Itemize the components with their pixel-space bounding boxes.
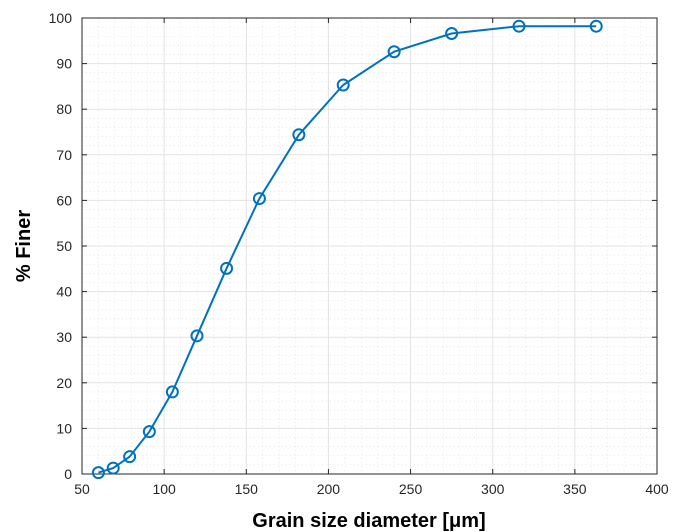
y-tick-label: 70: [56, 147, 72, 163]
x-tick-label: 300: [481, 481, 505, 497]
x-tick-label: 100: [152, 481, 176, 497]
data-point: [106, 461, 120, 475]
data-point: [387, 45, 401, 59]
data-point: [512, 19, 526, 33]
x-tick-label: 200: [317, 481, 341, 497]
axis-ticks: [81, 17, 658, 475]
x-tick-label: 50: [74, 481, 90, 497]
data-point: [292, 128, 306, 142]
series-markers: [91, 19, 603, 480]
data-point: [142, 425, 156, 439]
y-tick-label: 30: [56, 329, 72, 345]
x-axis-title: Grain size diameter [μm]: [252, 510, 485, 532]
y-tick-label: 100: [49, 10, 73, 26]
data-point: [220, 261, 234, 275]
data-point: [445, 27, 459, 41]
y-tick-label: 60: [56, 192, 72, 208]
x-tick-label: 250: [399, 481, 423, 497]
y-tick-label: 90: [56, 56, 72, 72]
data-point: [123, 450, 137, 464]
data-point: [252, 192, 266, 206]
y-tick-label: 50: [56, 238, 72, 254]
x-tick-label: 400: [645, 481, 669, 497]
y-tick-label: 40: [56, 284, 72, 300]
y-tick-label: 20: [56, 375, 72, 391]
x-tick-label: 350: [563, 481, 587, 497]
data-point: [190, 329, 204, 343]
x-tick-labels: 50 100 150 200 250 300 350 400: [74, 481, 669, 497]
data-point: [165, 385, 179, 399]
y-tick-label: 10: [56, 420, 72, 436]
y-tick-label: 0: [64, 466, 72, 482]
x-tick-label: 150: [235, 481, 259, 497]
data-point: [589, 19, 603, 33]
data-point: [91, 466, 105, 480]
y-tick-labels: 0 10 20 30 40 50 60 70 80 90 100: [49, 10, 73, 482]
data-point: [336, 78, 350, 92]
y-tick-label: 80: [56, 101, 72, 117]
y-axis-title: % Finer: [13, 210, 35, 282]
